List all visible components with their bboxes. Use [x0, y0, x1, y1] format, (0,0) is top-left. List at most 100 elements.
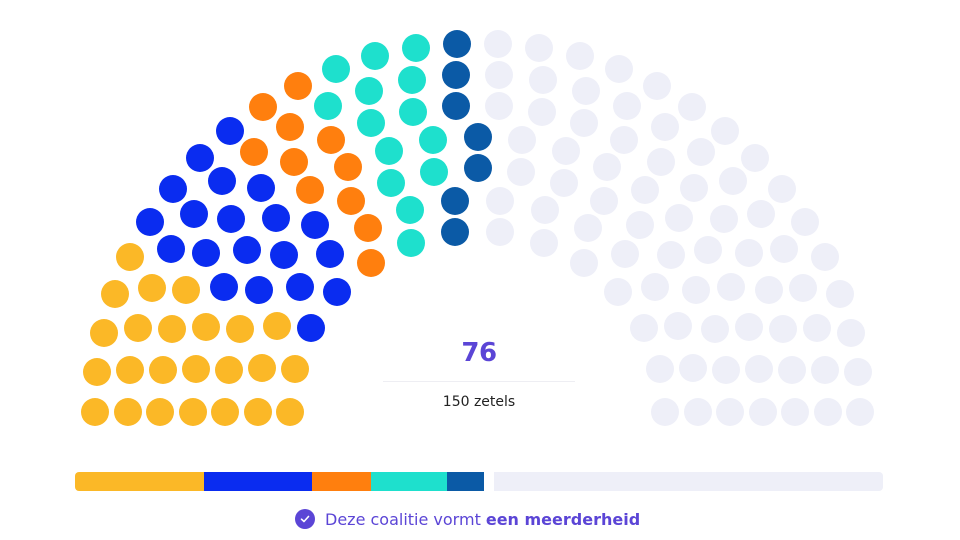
seat — [440, 186, 469, 215]
seat — [770, 235, 799, 264]
seat — [89, 318, 118, 347]
seat — [810, 355, 839, 384]
coalition-summary: 76 150 zetels — [383, 333, 575, 412]
seat — [185, 144, 214, 173]
seat — [284, 71, 313, 100]
seat — [226, 314, 255, 343]
seat — [297, 313, 326, 342]
seat — [214, 355, 243, 384]
seat — [243, 398, 272, 426]
seat — [192, 313, 221, 342]
seat — [248, 353, 277, 382]
seat — [531, 196, 560, 225]
seat — [592, 153, 621, 182]
seat — [395, 196, 424, 225]
seat — [682, 276, 711, 305]
seat — [778, 356, 807, 385]
seat — [158, 174, 187, 203]
seat — [215, 116, 244, 145]
seat — [813, 398, 842, 426]
seat — [211, 398, 239, 426]
seat — [485, 61, 514, 90]
seat — [686, 137, 715, 166]
seat — [605, 55, 634, 84]
seat — [570, 249, 598, 278]
seat — [463, 154, 492, 183]
seat — [337, 187, 366, 216]
seat — [301, 211, 330, 240]
seat — [711, 116, 740, 145]
seat — [281, 354, 310, 383]
seat — [612, 92, 641, 121]
seat — [146, 398, 174, 426]
seat — [83, 358, 112, 387]
seat — [678, 92, 707, 121]
seat — [680, 174, 709, 203]
seat — [124, 314, 153, 343]
seat — [837, 318, 866, 347]
seat — [280, 147, 309, 176]
seat — [843, 358, 872, 387]
bar-segment — [312, 472, 372, 491]
seat — [529, 66, 558, 95]
bar-segment-remaining — [494, 472, 883, 491]
seat — [625, 211, 654, 240]
seat — [734, 313, 763, 342]
seat — [463, 123, 492, 152]
check-circle-icon — [295, 509, 315, 529]
seat — [419, 158, 448, 187]
seat — [440, 218, 469, 247]
seat — [321, 55, 350, 84]
seat — [629, 313, 658, 342]
seat — [683, 398, 712, 426]
seat — [508, 126, 537, 155]
seat — [357, 109, 386, 138]
seat — [361, 42, 390, 71]
seat — [825, 280, 854, 309]
seat — [569, 109, 598, 138]
seat — [148, 356, 177, 385]
seat — [846, 398, 874, 426]
seat — [712, 355, 741, 384]
seat — [353, 214, 382, 243]
seat — [571, 76, 600, 105]
seat — [116, 243, 145, 272]
seat — [641, 273, 670, 302]
seat — [208, 166, 237, 195]
coalition-seat-count: 76 — [461, 338, 497, 368]
seat — [244, 276, 273, 305]
seat — [285, 273, 314, 302]
seat — [551, 136, 580, 165]
seat — [441, 92, 470, 121]
seat — [486, 186, 515, 215]
seat — [355, 76, 384, 105]
seat — [418, 126, 447, 155]
seat — [81, 398, 109, 426]
seat — [781, 398, 809, 426]
seat — [116, 355, 145, 384]
seat — [651, 398, 679, 426]
seat — [768, 174, 796, 203]
seat — [317, 126, 346, 155]
seat — [442, 29, 471, 58]
parliament-hemicycle — [81, 29, 874, 426]
seat — [182, 354, 210, 383]
seat — [295, 175, 324, 204]
seat — [694, 236, 723, 265]
seat — [240, 137, 269, 166]
seat — [744, 354, 773, 383]
seat — [138, 273, 167, 302]
seat — [209, 273, 238, 302]
bar-segment — [371, 472, 447, 491]
seat — [486, 218, 515, 247]
seat — [401, 33, 430, 62]
seat — [610, 240, 639, 269]
seat — [507, 158, 536, 187]
seat — [717, 273, 746, 302]
total-seats-label: 150 zetels — [442, 394, 516, 410]
seat — [217, 204, 246, 233]
seat — [528, 98, 557, 127]
seat — [157, 315, 186, 344]
seat — [769, 315, 798, 344]
seat — [746, 199, 775, 228]
